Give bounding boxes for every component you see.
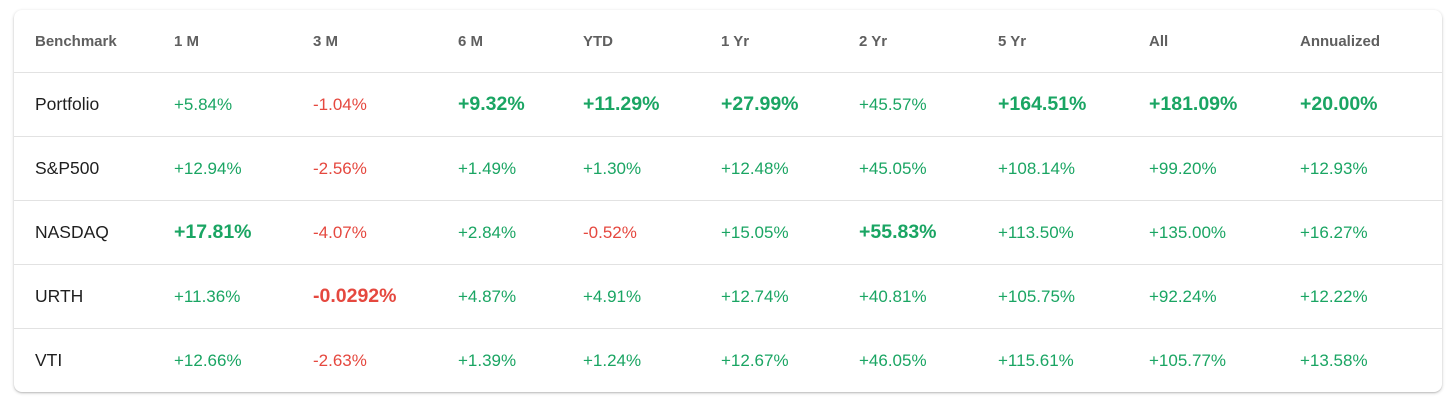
return-value-cell: +164.51% — [977, 72, 1128, 137]
return-value-cell: +12.66% — [174, 350, 242, 370]
return-value-cell: +12.93% — [1279, 136, 1442, 201]
return-value-cell: +9.32% — [437, 72, 562, 137]
return-value-cell: +11.36% — [153, 264, 292, 329]
return-value-cell: +16.27% — [1279, 200, 1442, 265]
return-value-cell: +12.22% — [1279, 264, 1442, 329]
return-value-cell: +12.94% — [153, 136, 292, 201]
return-value-cell: -2.56% — [292, 136, 437, 201]
return-value-cell: +13.58% — [1300, 350, 1368, 370]
table-row: URTH +11.36% -0.0292% +4.87% +4.91% +12.74% +4… — [14, 264, 1442, 329]
return-value-cell: +55.83% — [838, 200, 977, 265]
return-value-cell: -4.07% — [292, 200, 437, 265]
return-value-cell: +99.20% — [1128, 136, 1279, 201]
column-header-all: All — [1128, 10, 1279, 73]
table-body: Portfolio +5.84% -1.04% +9.32% +11.29% +27.99… — [14, 72, 1442, 393]
return-value-cell: -2.63% — [313, 350, 367, 370]
return-value-cell: +108.14% — [977, 136, 1128, 201]
return-value-cell: +20.00% — [1279, 72, 1442, 137]
column-header-benchmark: Benchmark — [14, 10, 153, 73]
table-row: Portfolio +5.84% -1.04% +9.32% +11.29% +27.99… — [14, 72, 1442, 137]
return-value-cell: +115.61% — [998, 350, 1074, 370]
return-value-cell: +1.39% — [458, 350, 517, 370]
table-row: NASDAQ +17.81% -4.07% +2.84% -0.52% +15.05% +5… — [14, 200, 1442, 265]
return-value-cell: +12.48% — [700, 136, 838, 201]
return-value-cell: +1.49% — [437, 136, 562, 201]
benchmark-name: Portfolio — [14, 72, 153, 137]
return-value-cell: +4.87% — [437, 264, 562, 329]
column-header-3-m: 3 M — [292, 10, 437, 73]
table-row: S&P500 +12.94% -2.56% +1.49% +1.30% +12.48% +4… — [14, 136, 1442, 201]
column-header-1-m: 1 M — [153, 10, 292, 73]
return-value-cell: +45.05% — [838, 136, 977, 201]
return-value-cell: +1.24% — [583, 350, 642, 370]
return-value-cell: +27.99% — [700, 72, 838, 137]
return-value-cell: +1.30% — [562, 136, 700, 201]
return-value-cell: -0.52% — [562, 200, 700, 265]
return-value-cell: +2.84% — [437, 200, 562, 265]
column-header-6-m: 6 M — [437, 10, 562, 73]
return-value-cell: +105.77% — [1149, 350, 1227, 370]
benchmark-name: S&P500 — [14, 136, 153, 201]
return-value-cell: +4.91% — [562, 264, 700, 329]
return-value-cell: +92.24% — [1128, 264, 1279, 329]
return-value-cell: -1.04% — [292, 72, 437, 137]
return-value-cell: +40.81% — [838, 264, 977, 329]
return-value-cell: +113.50% — [977, 200, 1128, 265]
benchmark-name: NASDAQ — [14, 200, 153, 265]
return-value-cell: +15.05% — [700, 200, 838, 265]
return-value-cell: +105.75% — [977, 264, 1128, 329]
return-value-cell: +181.09% — [1128, 72, 1279, 137]
benchmark-name: URTH — [14, 264, 153, 329]
return-value-cell: +45.57% — [838, 72, 977, 137]
return-value-cell: -0.0292% — [292, 264, 437, 329]
benchmark-name: VTI — [35, 350, 63, 370]
column-header-5-yr: 5 Yr — [977, 10, 1128, 73]
column-header-1-yr: 1 Yr — [700, 10, 838, 73]
return-value-cell: +46.05% — [859, 350, 927, 370]
table-row: VTI +12.66% -2.63% +1.39% +1.24% +12.67% +46.0… — [14, 329, 1442, 393]
return-value-cell: +17.81% — [153, 200, 292, 265]
column-header-2-yr: 2 Yr — [838, 10, 977, 73]
return-value-cell: +12.67% — [721, 350, 789, 370]
column-header-ytd: YTD — [562, 10, 700, 73]
return-value-cell: +12.74% — [700, 264, 838, 329]
return-value-cell: +5.84% — [153, 72, 292, 137]
return-value-cell: +11.29% — [562, 72, 700, 137]
return-value-cell: +135.00% — [1128, 200, 1279, 265]
column-header-annualized: Annualized — [1279, 10, 1442, 73]
